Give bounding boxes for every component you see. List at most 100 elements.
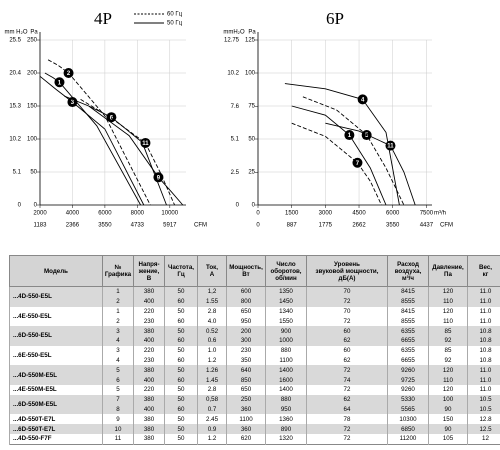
table-cell: 60	[164, 355, 198, 366]
model-cell: ...4D-550M-E5L	[9, 365, 103, 385]
curve-marker	[140, 137, 151, 148]
y2-axis-label: mm H₂O	[5, 30, 28, 36]
column-header: № Графика	[102, 255, 134, 287]
table-cell: 6355	[387, 326, 429, 336]
table-cell: 2	[102, 296, 134, 307]
curve-number: 4	[361, 97, 365, 103]
table-cell: 5	[102, 365, 134, 376]
table-cell: 5330	[387, 394, 429, 405]
table-cell: 50	[164, 394, 198, 405]
table-cell: 1600	[265, 375, 307, 385]
table-cell: 9725	[387, 375, 429, 385]
table-cell: 380	[133, 326, 165, 336]
table-cell: 10.5	[467, 394, 500, 405]
table-cell: 60	[164, 316, 198, 327]
table-cell: 1.2	[197, 355, 227, 366]
table-cell: 12.5	[467, 424, 500, 434]
table-row: ...4E-550M-E5L 5 220 50 2.8 650 1400 72 9260 120 1…	[9, 384, 500, 395]
table-cell: 110	[428, 296, 468, 307]
series-line	[291, 122, 382, 206]
y2-tick-label: 20.4	[9, 71, 21, 77]
table-cell: 78	[306, 414, 388, 425]
table-cell: 1100	[226, 414, 266, 425]
y2-tick-label: 2.5	[231, 170, 240, 176]
table-cell: 950	[265, 404, 307, 415]
table-cell: 200	[226, 326, 266, 336]
table-cell: 8555	[387, 296, 429, 307]
y-axis-label: Pa	[30, 30, 38, 36]
table-cell: 85	[428, 345, 468, 356]
table-cell: 100	[428, 394, 468, 405]
table-cell: 62	[306, 355, 388, 366]
table-row: ...6D-550T-E7L 10 380 50 0.9 360 890 72 6850 90 12…	[9, 424, 500, 434]
table-cell: 72	[306, 433, 388, 445]
column-header: Вес, кг	[467, 255, 500, 287]
table-cell: 110	[428, 316, 468, 327]
table-cell: 50	[164, 286, 198, 297]
table-cell: 10	[102, 424, 134, 434]
table-cell: 1	[102, 306, 134, 317]
table-cell: 890	[265, 424, 307, 434]
model-cell: ...4E-550-E5L	[9, 306, 103, 327]
table-cell: 1.26	[197, 365, 227, 376]
table-cell: 150	[428, 414, 468, 425]
series-line	[39, 75, 145, 206]
curve-marker	[54, 77, 65, 88]
table-row: ...6D-550-E5L 3 380 50 0.52 200 900 60 6355 85 10.…	[9, 326, 500, 346]
curve-marker	[63, 68, 74, 78]
table-row: 4 400 60 0.6 300 1000 62 6655 92 10.8	[10, 335, 500, 346]
table-cell: 72	[306, 424, 388, 434]
table-row: ...4D-550-F7F 11 380 50 1.2 620 1320 72 11200 105…	[9, 433, 500, 445]
table-row: 2 230 60 4.0 950 1550 72 8555 110 11.0	[10, 316, 500, 327]
table-cell: 8	[102, 404, 134, 415]
table-cell: 250	[226, 394, 266, 405]
table-cell: 11	[102, 433, 134, 445]
table-cell: 900	[265, 326, 307, 336]
table-cell: 1340	[265, 306, 307, 317]
table-cell: 60	[164, 296, 198, 307]
table-cell: 11200	[387, 433, 429, 445]
table-cell: 360	[226, 404, 266, 415]
table-row: ...4E-550-E5L 1 220 50 2.8 650 1340 70 8415 120 11…	[9, 306, 500, 327]
table-cell: 11.0	[467, 365, 500, 376]
table-cell: 380	[133, 365, 165, 376]
y2-tick-label: 0	[18, 203, 22, 209]
table-cell: 9260	[387, 365, 429, 376]
x2-tick-label: 3550	[98, 223, 112, 229]
y-tick-label: 50	[248, 137, 255, 143]
table-cell: 1.2	[197, 433, 227, 445]
table-cell: 230	[226, 345, 266, 356]
x2-tick-label: 1183	[34, 223, 48, 229]
table-cell: 70	[306, 286, 388, 297]
table-cell: 72	[306, 296, 388, 307]
table-cell: 400	[133, 296, 165, 307]
table-cell: 10.8	[467, 345, 500, 356]
series-line	[291, 105, 387, 206]
table-cell: 1320	[265, 433, 307, 445]
y2-tick-label: 0	[236, 203, 240, 209]
table-cell: 1	[102, 286, 134, 297]
legend-label: 50 Гц	[167, 21, 183, 27]
x-tick-label: 6000	[98, 211, 112, 217]
table-cell: 4.0	[197, 316, 227, 327]
column-header: Расход воздуха, м³/ч	[387, 255, 429, 287]
x-tick-label: 7500	[420, 211, 434, 217]
table-cell: 50	[164, 384, 198, 395]
chart-title: 6P	[326, 9, 344, 28]
curve-number: 1	[58, 80, 62, 86]
table-cell: 120	[428, 365, 468, 376]
curve-marker	[357, 94, 368, 105]
table-cell: 2.8	[197, 306, 227, 317]
curve-marker	[153, 172, 164, 183]
y2-tick-label: 25.5	[9, 38, 21, 44]
table-cell: 60	[164, 375, 198, 385]
table-cell: 8415	[387, 306, 429, 317]
y-tick-label: 0	[34, 203, 38, 209]
table-cell: 64	[306, 404, 388, 415]
table-cell: 640	[226, 365, 266, 376]
table-cell: 380	[133, 424, 165, 434]
table-cell: 380	[133, 286, 165, 297]
table-cell: 220	[133, 384, 165, 395]
table-row: ...4D-550-E5L 1 380 50 1,2 600 1350 70 8415 120 11…	[9, 286, 500, 307]
table-cell: 1360	[265, 414, 307, 425]
